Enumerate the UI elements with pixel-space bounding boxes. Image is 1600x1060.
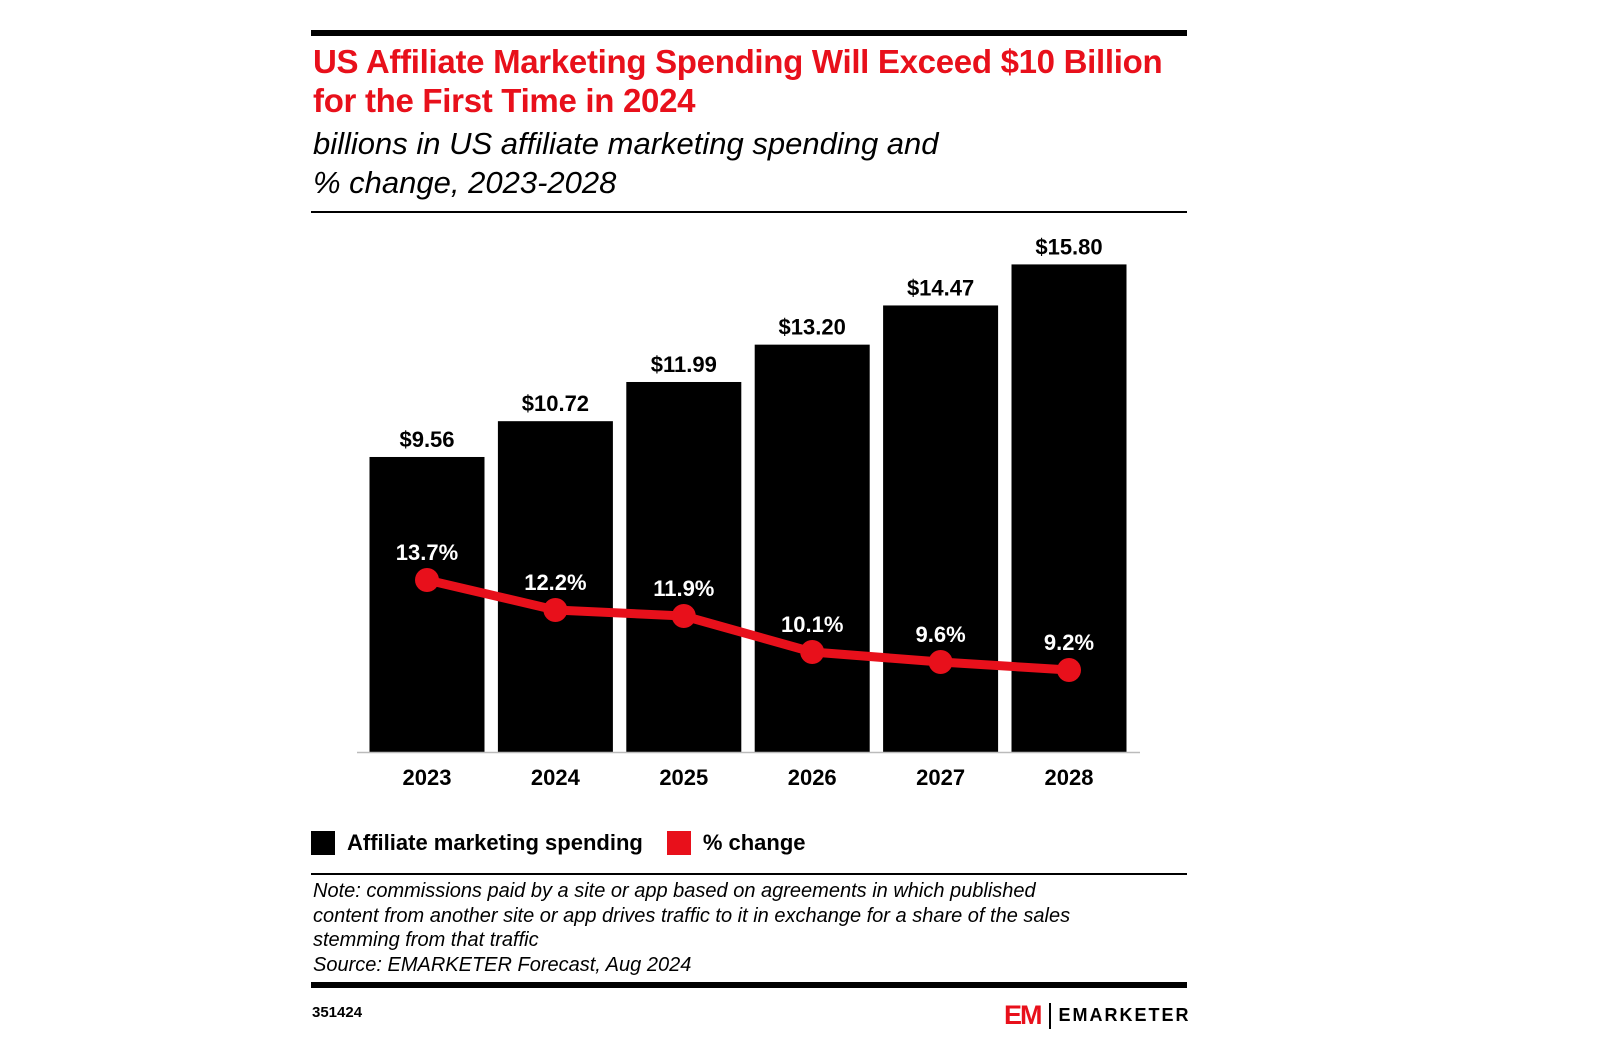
legend-swatch-red — [666, 831, 691, 855]
change-point-2026 — [800, 640, 825, 664]
note: Note: commissions paid by a site or app … — [313, 879, 1193, 977]
note-line-3: stemming from that traffic — [313, 929, 539, 951]
x-tick-label: 2024 — [531, 765, 581, 790]
legend-label-spending: Affiliate marketing spending — [347, 830, 643, 855]
legend-label-change: % change — [702, 830, 806, 855]
bar-2027 — [883, 305, 999, 752]
bar-value-label: $9.56 — [399, 427, 454, 452]
legend: Affiliate marketing spending % change — [311, 830, 830, 856]
change-point-2027 — [928, 650, 953, 674]
subtitle-line-2: % change, 2023-2028 — [313, 165, 617, 200]
change-value-label: 10.1% — [781, 612, 843, 637]
bottom-rule — [311, 982, 1187, 988]
legend-swatch-black — [311, 831, 335, 855]
bar-value-label: $14.47 — [907, 275, 974, 300]
logo-text: EMARKETER — [1058, 1005, 1191, 1025]
x-tick-label: 2028 — [1045, 765, 1094, 790]
change-point-2023 — [415, 568, 439, 592]
bar-value-label: $11.99 — [651, 352, 717, 377]
subtitle-divider — [311, 211, 1187, 213]
top-rule — [311, 30, 1187, 36]
legend-item-change: % change — [666, 830, 806, 856]
change-value-label: 12.2% — [524, 570, 586, 595]
logo-mark: EM — [1004, 1000, 1042, 1030]
change-point-2024 — [543, 598, 568, 622]
bar-2025 — [626, 381, 742, 752]
chart-id: 351424 — [312, 1004, 363, 1021]
change-value-label: 13.7% — [396, 540, 458, 565]
bar-2023 — [369, 456, 485, 752]
x-tick-label: 2027 — [916, 765, 965, 790]
change-value-label: 9.6% — [916, 622, 966, 647]
bar-value-label: $10.72 — [522, 391, 589, 416]
note-line-2: content from another site or app drives … — [313, 904, 1071, 927]
bar-2026 — [754, 344, 870, 752]
x-tick-label: 2026 — [788, 765, 837, 790]
subtitle-line-1: billions in US affiliate marketing spend… — [313, 126, 939, 161]
x-tick-label: 2023 — [403, 765, 452, 790]
legend-item-spending: Affiliate marketing spending — [311, 830, 643, 856]
x-tick-label: 2025 — [659, 765, 708, 790]
bar-2024 — [497, 421, 613, 752]
emarketer-logo: EM EMARKETER — [1004, 1000, 1191, 1031]
change-point-2028 — [1057, 658, 1081, 682]
chart-title: US Affiliate Marketing Spending Will Exc… — [313, 43, 1163, 119]
source: Source: EMARKETER Forecast, Aug 2024 — [313, 953, 692, 976]
note-line-1: Note: commissions paid by a site or app … — [313, 880, 1036, 902]
bar-value-label: $15.80 — [1035, 234, 1102, 259]
change-value-label: 9.2% — [1044, 630, 1094, 655]
chart-subtitle: billions in US affiliate marketing spend… — [313, 124, 1073, 202]
change-point-2025 — [671, 604, 696, 628]
change-value-label: 11.9% — [653, 576, 714, 601]
change-line — [425, 575, 1070, 675]
bar-value-label: $13.20 — [779, 315, 846, 340]
logo-divider — [1048, 1002, 1051, 1029]
note-divider — [311, 873, 1187, 875]
